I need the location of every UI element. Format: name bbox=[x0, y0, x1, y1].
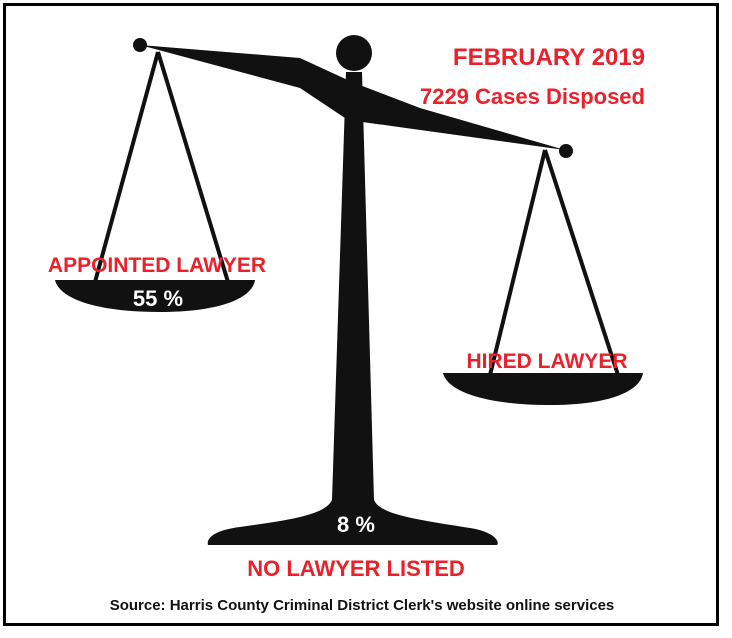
chart-title: FEBRUARY 2019 bbox=[453, 44, 645, 71]
right-pan-string-left bbox=[488, 149, 547, 376]
left-pan-string-right bbox=[156, 51, 230, 283]
value-label-hired: 37 % bbox=[526, 382, 576, 407]
source-note: Source: Harris County Criminal District … bbox=[110, 597, 615, 614]
scale-right-knob bbox=[559, 144, 573, 158]
value-label-appointed: 55 % bbox=[133, 286, 183, 311]
category-label-none: NO LAWYER LISTED bbox=[247, 556, 465, 581]
category-label-appointed: APPOINTED LAWYER bbox=[48, 254, 266, 277]
chart-subtitle: 7229 Cases Disposed bbox=[420, 84, 645, 109]
scale-left-knob bbox=[133, 38, 147, 52]
scale-pillar bbox=[207, 72, 498, 545]
scale-top-knob bbox=[336, 35, 372, 71]
right-pan-string-right bbox=[543, 149, 620, 376]
left-pan-string-left bbox=[93, 51, 160, 283]
right-pan bbox=[443, 373, 643, 405]
category-label-hired: HIRED LAWYER bbox=[466, 350, 627, 373]
value-label-none: 8 % bbox=[337, 512, 375, 537]
left-pan bbox=[55, 280, 255, 312]
